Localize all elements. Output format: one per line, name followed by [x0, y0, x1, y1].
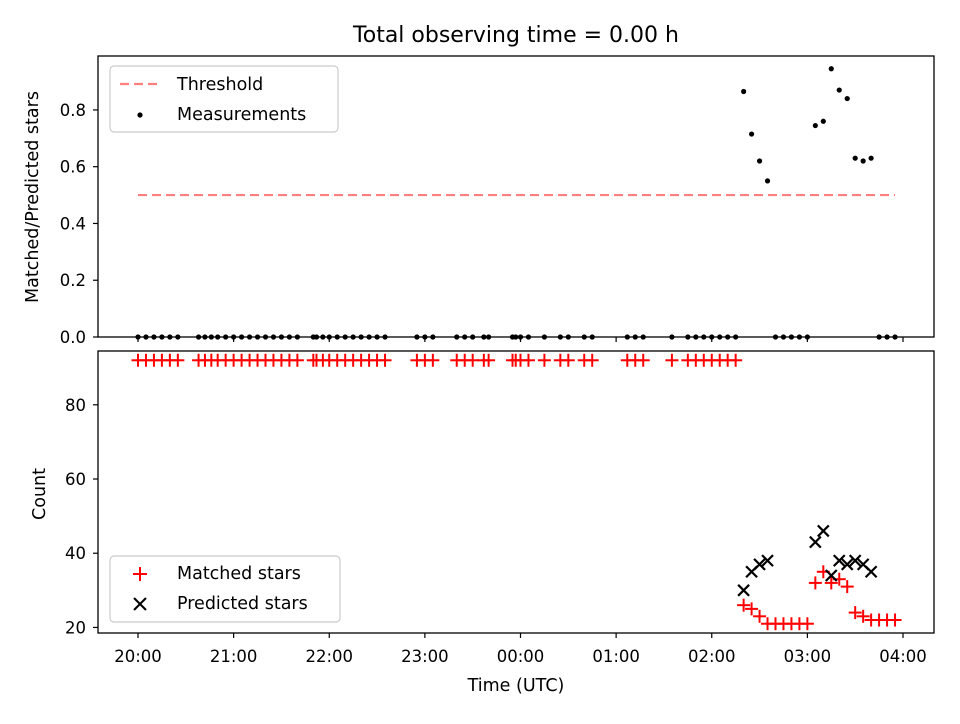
x-ticks: 20:00 21:00 22:00 23:00 00:00 01:00 02:00 03:00…	[114, 633, 927, 666]
matched-star-marker-60	[745, 602, 759, 616]
matched-star-marker-19	[290, 353, 304, 367]
figure-title: Total observing time = 0.00 h	[352, 23, 679, 48]
predicted-star-marker-4	[809, 535, 822, 549]
matched-star-marker-68	[808, 576, 822, 590]
predicted-star-marker-0	[737, 584, 750, 597]
matched-star-marker-38	[482, 353, 496, 367]
top-y-tick-label-2: 0.4	[60, 214, 86, 233]
x-tick-label-1: 21:00	[210, 647, 258, 666]
measurement-point-68	[812, 122, 818, 129]
measurement-point-62	[764, 178, 771, 184]
matched-star-marker-42	[521, 353, 535, 367]
matched-star-marker-59	[737, 598, 751, 612]
top-legend-box	[109, 65, 339, 133]
measurement-point-69	[820, 118, 826, 124]
matched-star-marker-72	[840, 580, 854, 594]
predicted-star-marker-9	[848, 554, 862, 567]
legend-measurement-label: Measurements	[177, 105, 306, 125]
bottom-y-tick-label-1: 40	[65, 544, 86, 563]
top-y-tick-label-1: 0.2	[60, 271, 86, 290]
bottom-legend: Matched stars Predicted stars	[109, 555, 341, 623]
bottom-legend-box	[109, 555, 341, 623]
x-tick-label-3: 23:00	[401, 647, 449, 666]
x-tick-label-8: 04:00	[879, 647, 927, 666]
predicted-star-marker-7	[832, 554, 846, 567]
predicted-star-marker-6	[825, 569, 838, 582]
top-y-tick-label-0: 0.0	[60, 328, 86, 347]
top-legend: Threshold Measurements	[109, 65, 339, 133]
measurement-point-74	[860, 158, 866, 164]
top-y-axis-label: Matched/Predicted stars	[23, 91, 43, 303]
measurement-point-71	[836, 87, 842, 93]
top-y-tick-label-4: 0.8	[60, 101, 86, 120]
matched-star-marker-58	[729, 353, 743, 367]
matched-star-marker-45	[561, 353, 575, 367]
predicted-star-marker-5	[817, 524, 830, 538]
legend-measurement-swatch	[137, 112, 143, 118]
matched-star-marker-51	[665, 353, 679, 367]
matched-star-marker-67	[800, 617, 814, 631]
x-tick-label-7: 03:00	[784, 647, 832, 666]
bottom-panel: 20 40 60 80 20:00 21:00 22:00 23:00 00:00 01:00 0…	[30, 350, 935, 696]
legend-predicted-swatch	[133, 597, 147, 611]
matched-star-marker-30	[378, 353, 392, 367]
top-axes-frame	[97, 55, 935, 338]
bottom-y-tick-label-0: 20	[65, 618, 86, 637]
x-tick-label-0: 20:00	[114, 647, 162, 666]
predicted-star-marker-3	[761, 554, 774, 567]
legend-matched-label: Matched stars	[177, 564, 301, 584]
matched-star-marker-5	[171, 353, 185, 367]
measurement-point-60	[748, 131, 755, 137]
matched-star-marker-70	[824, 576, 838, 590]
matched-star-marker-78	[888, 613, 902, 627]
top-panel: 0.00.20.40.60.8 Matched/Predicted stars …	[23, 55, 935, 347]
bottom-y-tick-label-3: 80	[65, 396, 86, 415]
matched-star-marker-43	[537, 353, 551, 367]
predicted-star-marker-11	[864, 565, 878, 579]
matched-star-markers	[131, 353, 902, 631]
predicted-star-markers	[737, 524, 878, 597]
matched-star-marker-36	[466, 353, 480, 367]
x-axis-label: Time (UTC)	[467, 676, 565, 696]
measurement-point-70	[828, 66, 834, 72]
legend-predicted-label: Predicted stars	[177, 594, 308, 614]
bottom-axes-frame	[97, 350, 935, 634]
top-y-tick-label-3: 0.6	[60, 158, 86, 177]
bottom-y-axis-label: Count	[30, 468, 50, 520]
matched-star-marker-61	[753, 609, 767, 623]
legend-matched-swatch	[133, 567, 147, 581]
measurement-point-59	[741, 88, 747, 95]
matched-star-marker-47	[585, 353, 599, 367]
matched-star-marker-74	[856, 609, 870, 623]
matched-star-marker-73	[848, 606, 862, 620]
predicted-star-marker-8	[840, 558, 854, 571]
predicted-star-marker-2	[753, 558, 766, 571]
measurement-point-61	[756, 158, 763, 164]
legend-threshold-label: Threshold	[176, 75, 263, 95]
bottom-y-ticks: 20 40 60 80	[65, 396, 98, 637]
matched-star-marker-50	[636, 353, 650, 367]
x-tick-label-5: 01:00	[592, 647, 640, 666]
measurement-point-72	[844, 95, 850, 102]
x-tick-label-2: 22:00	[305, 647, 353, 666]
bottom-y-tick-label-2: 60	[65, 470, 86, 489]
measurement-point-73	[852, 155, 858, 161]
matched-star-marker-33	[426, 353, 440, 367]
top-y-ticks: 0.0 0.2 0.4 0.6 0.8	[60, 101, 98, 347]
x-tick-label-6: 02:00	[688, 647, 736, 666]
x-tick-label-4: 00:00	[497, 647, 545, 666]
measurement-point-75	[868, 155, 874, 161]
